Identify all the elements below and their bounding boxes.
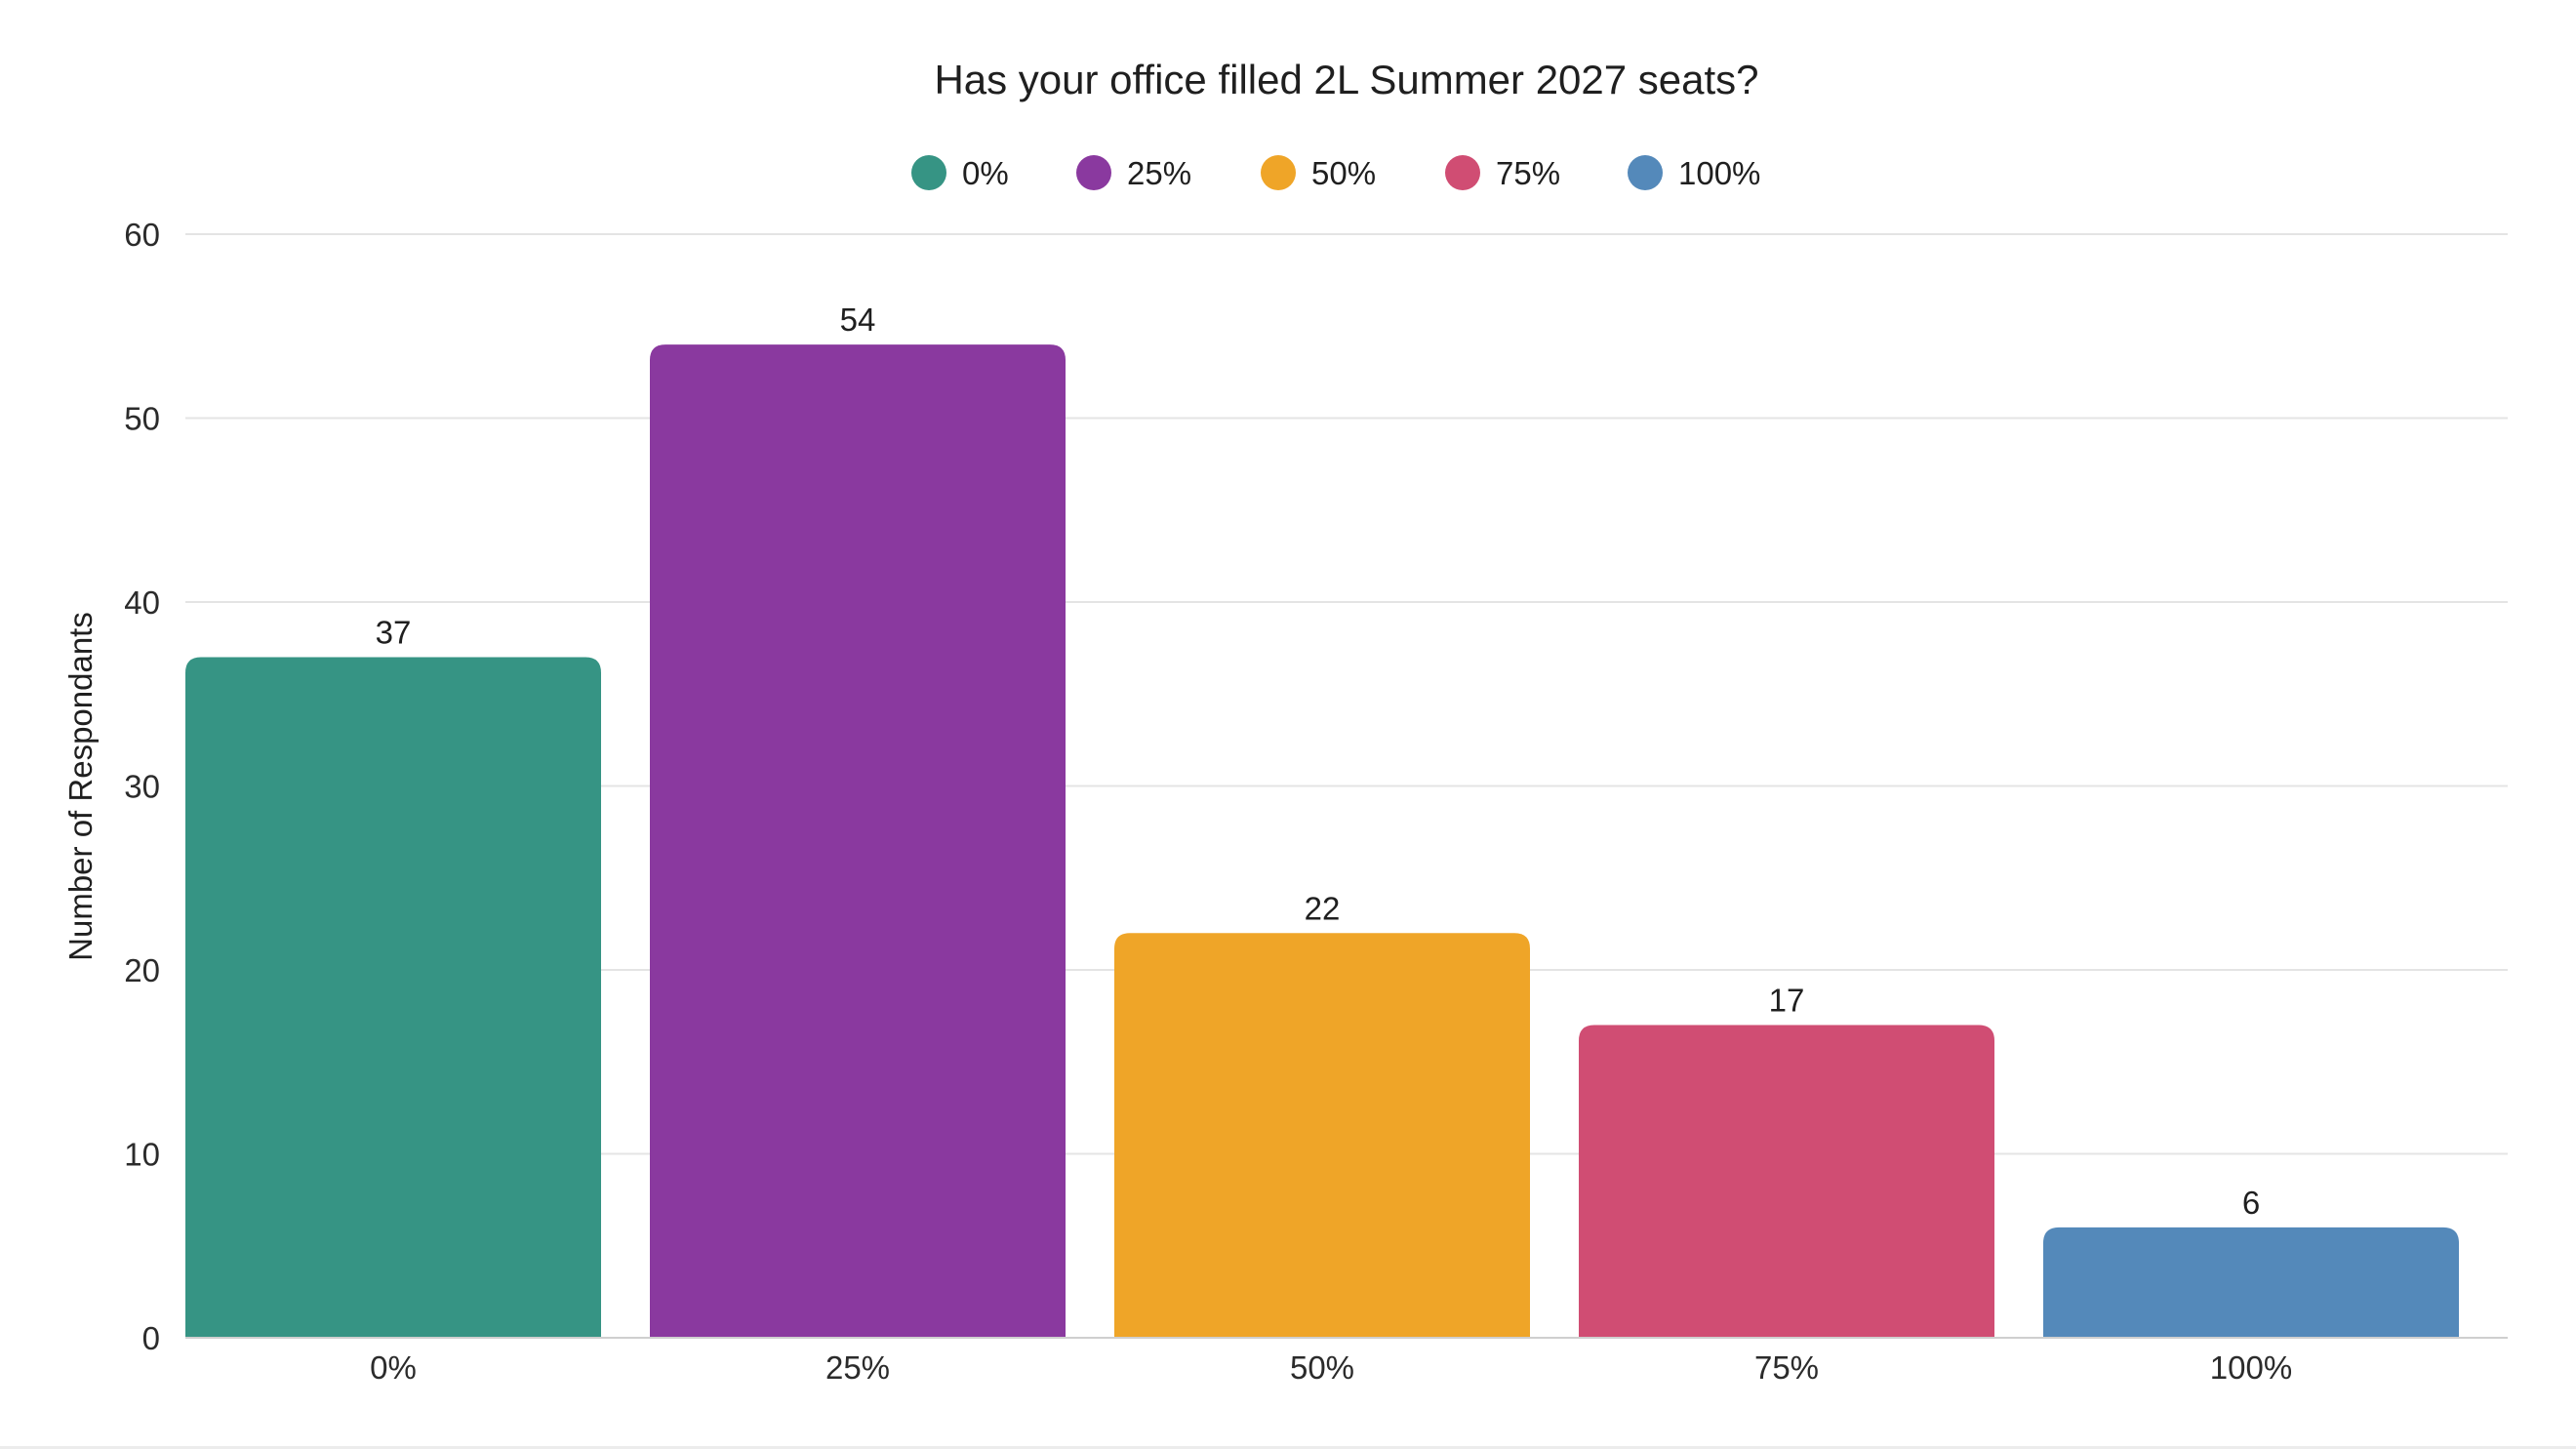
legend-swatch-icon	[1076, 155, 1111, 190]
legend-label: 50%	[1311, 155, 1376, 191]
data-label: 17	[1769, 983, 1805, 1019]
legend-swatch-icon	[1445, 155, 1480, 190]
legend-item: 50%	[1261, 155, 1376, 191]
x-tick-label: 0%	[370, 1349, 417, 1386]
data-label: 54	[840, 302, 876, 338]
y-tick-label: 0	[142, 1320, 160, 1356]
data-labels: 37 54 22 17 6	[376, 302, 2261, 1221]
legend-label: 100%	[1678, 155, 1760, 191]
legend-swatch-icon	[1628, 155, 1663, 190]
legend-item: 25%	[1076, 155, 1191, 191]
legend-item: 0%	[911, 155, 1009, 191]
data-label: 37	[376, 615, 412, 651]
y-tick-label: 10	[124, 1137, 160, 1173]
data-label: 22	[1305, 890, 1341, 926]
data-label: 6	[2242, 1185, 2260, 1221]
bar	[650, 344, 1066, 1339]
legend: 0% 25% 50% 75% 100%	[911, 155, 1760, 191]
y-tick-label: 30	[124, 769, 160, 805]
legend-label: 75%	[1496, 155, 1560, 191]
legend-swatch-icon	[911, 155, 946, 190]
bar	[1579, 1025, 1994, 1338]
x-tick-label: 50%	[1290, 1349, 1354, 1386]
x-axis-ticks: 0% 25% 50% 75% 100%	[370, 1349, 2292, 1386]
legend-item: 100%	[1628, 155, 1760, 191]
x-tick-label: 25%	[825, 1349, 890, 1386]
x-tick-label: 100%	[2210, 1349, 2292, 1386]
bars	[185, 344, 2459, 1339]
y-tick-label: 50	[124, 401, 160, 437]
x-tick-label: 75%	[1754, 1349, 1819, 1386]
y-tick-label: 20	[124, 952, 160, 988]
y-axis-ticks: 0 10 20 30 40 50 60	[124, 217, 160, 1356]
bar	[185, 657, 601, 1338]
legend-swatch-icon	[1261, 155, 1296, 190]
y-axis-label: Number of Respondants	[62, 612, 99, 961]
chart-title: Has your office filled 2L Summer 2027 se…	[934, 57, 1758, 102]
y-tick-label: 40	[124, 584, 160, 621]
legend-label: 0%	[962, 155, 1009, 191]
bottom-border	[0, 1446, 2576, 1449]
bar	[1114, 933, 1530, 1338]
legend-label: 25%	[1127, 155, 1191, 191]
legend-item: 75%	[1445, 155, 1560, 191]
y-tick-label: 60	[124, 217, 160, 253]
bar	[2043, 1227, 2459, 1338]
